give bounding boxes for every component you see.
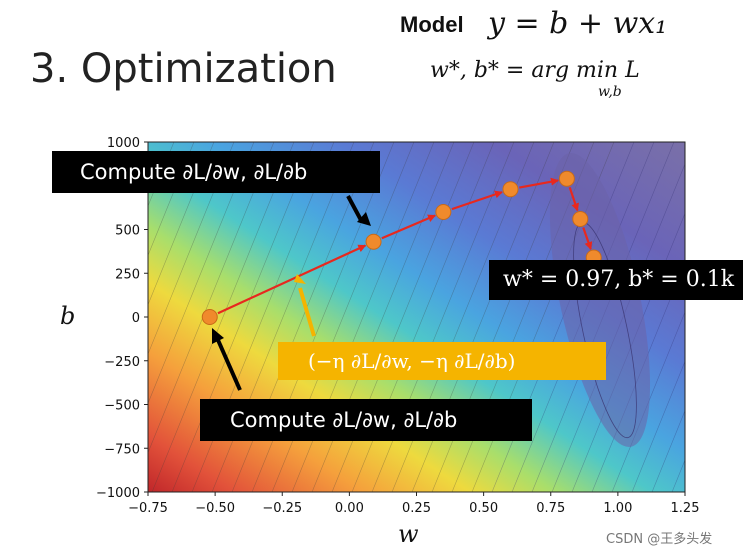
y-tick-label: 1000 bbox=[107, 136, 140, 151]
contour-line bbox=[148, 142, 215, 306]
x-tick-label: 0.75 bbox=[536, 501, 565, 516]
y-tick-label: 0 bbox=[132, 311, 140, 326]
x-tick-label: 0.25 bbox=[402, 501, 431, 516]
contour-line bbox=[651, 409, 685, 492]
x-axis: −0.75 −0.50 −0.25 0.00 0.25 0.50 0.75 1.00 1.25 bbox=[128, 492, 699, 516]
contour-line bbox=[148, 142, 175, 207]
bottom-callout-arrow bbox=[216, 339, 242, 391]
x-tick-label: 0.50 bbox=[469, 501, 498, 516]
model-label: Model bbox=[400, 12, 464, 37]
path-point bbox=[502, 181, 519, 198]
update-arrow bbox=[298, 287, 316, 337]
y-tick-label: −500 bbox=[104, 399, 140, 414]
path-step-arrow bbox=[519, 177, 559, 189]
y-tick-label: −750 bbox=[104, 442, 140, 457]
x-tick-label: −0.50 bbox=[195, 501, 235, 516]
compute-gradient-callout-top: Compute ∂L/∂w, ∂L/∂b bbox=[52, 151, 380, 193]
compute-gradient-callout-bottom: Compute ∂L/∂w, ∂L/∂b bbox=[200, 399, 532, 441]
contour-line bbox=[631, 360, 685, 492]
y-axis: 1000 500 250 0 −250 −500 −750 −1000 bbox=[96, 136, 148, 501]
path-point bbox=[365, 233, 382, 250]
path-step-arrow bbox=[568, 186, 580, 212]
result-callout: w* = 0.97, b* = 0.1k bbox=[489, 260, 743, 300]
update-arrow-head bbox=[294, 274, 306, 284]
path-step-arrow bbox=[451, 190, 503, 211]
path-point bbox=[435, 204, 452, 220]
contour-line bbox=[171, 142, 315, 492]
path-point bbox=[201, 309, 218, 325]
path-step-arrow bbox=[381, 214, 436, 240]
contour-line bbox=[148, 142, 255, 405]
argmin-subscript: w,b bbox=[598, 84, 622, 100]
path-point bbox=[558, 170, 575, 187]
contour-line bbox=[591, 261, 685, 492]
model-equation: y = b + wx₁ bbox=[488, 6, 668, 41]
path-step-arrow bbox=[217, 244, 367, 315]
y-tick-label: −1000 bbox=[96, 486, 140, 501]
x-axis-label: w bbox=[398, 520, 419, 548]
slide-title: 3. Optimization bbox=[30, 46, 337, 92]
x-tick-label: 0.00 bbox=[335, 501, 364, 516]
x-tick-label: −0.25 bbox=[262, 501, 302, 516]
update-step-callout: (−η ∂L/∂w, −η ∂L/∂b) bbox=[278, 342, 606, 380]
watermark: CSDN @王多头发 bbox=[606, 532, 713, 547]
top-callout-arrow bbox=[346, 195, 364, 223]
x-tick-label: 1.25 bbox=[671, 501, 700, 516]
y-tick-label: −250 bbox=[104, 355, 140, 370]
y-axis-label: b bbox=[60, 302, 76, 330]
path-point bbox=[572, 211, 589, 227]
minimum-basin bbox=[549, 153, 651, 447]
y-tick-label: 500 bbox=[115, 224, 140, 239]
x-tick-label: −0.75 bbox=[128, 501, 168, 516]
bottom-callout-arrow-head bbox=[212, 328, 224, 344]
top-callout-arrow-head bbox=[357, 212, 371, 226]
contour-line bbox=[688, 132, 755, 502]
x-tick-label: 1.00 bbox=[603, 501, 632, 516]
contour-line bbox=[151, 142, 295, 492]
argmin-equation: w*, b* = arg min L bbox=[430, 58, 640, 83]
y-tick-label: 250 bbox=[115, 267, 140, 282]
contour-line bbox=[148, 142, 195, 257]
path-step-arrow bbox=[582, 227, 593, 250]
contour-line bbox=[148, 142, 235, 355]
